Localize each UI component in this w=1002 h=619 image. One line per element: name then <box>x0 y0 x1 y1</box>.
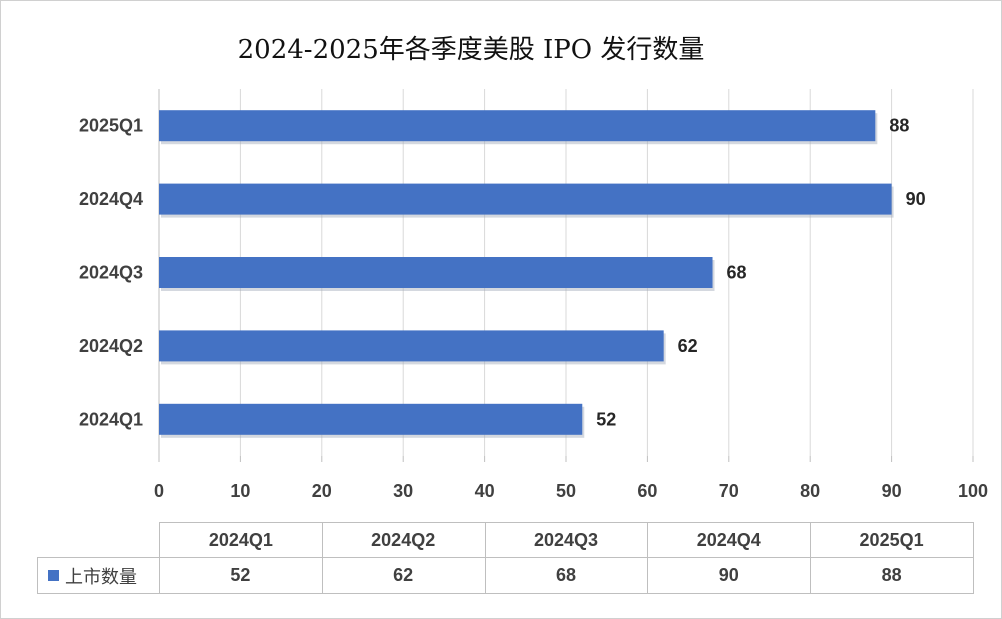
table-header-cell: 2024Q2 <box>321 522 486 558</box>
x-tick-label: 0 <box>154 481 164 501</box>
table-header-cell: 2024Q1 <box>159 522 323 558</box>
table-row-label: 上市数量 <box>37 557 160 594</box>
table-header-cell: 2025Q1 <box>810 522 974 558</box>
data-label: 88 <box>889 116 909 136</box>
table-value-cell: 62 <box>321 557 486 594</box>
data-label: 68 <box>727 263 747 283</box>
x-tick-label: 80 <box>800 481 820 501</box>
x-tick-label: 30 <box>393 481 413 501</box>
x-tick-label: 70 <box>719 481 739 501</box>
bar <box>159 257 713 288</box>
x-tick-label: 90 <box>882 481 902 501</box>
x-tick-label: 100 <box>958 481 988 501</box>
table-header-cell: 2024Q4 <box>647 522 812 558</box>
bar <box>159 183 892 215</box>
table-value-cell: 52 <box>159 557 323 594</box>
y-tick-label: 2024Q3 <box>79 263 143 283</box>
legend-label: 上市数量 <box>65 566 137 588</box>
table-value-cell: 68 <box>484 557 649 594</box>
x-tick-label: 10 <box>230 481 250 501</box>
y-tick-label: 2024Q2 <box>79 336 143 356</box>
x-tick-label: 40 <box>475 481 495 501</box>
y-tick-label: 2025Q1 <box>79 116 143 136</box>
table-value-cell: 88 <box>810 557 974 594</box>
x-tick-label: 20 <box>312 481 332 501</box>
x-tick-label: 50 <box>556 481 576 501</box>
chart-title: 2024-2025年各季度美股 IPO 发行数量 <box>237 35 705 65</box>
y-tick-label: 2024Q4 <box>79 189 143 209</box>
bar <box>159 330 664 362</box>
x-tick-label: 60 <box>637 481 657 501</box>
table-value-cell: 90 <box>647 557 812 594</box>
y-tick-label: 2024Q1 <box>79 409 143 429</box>
data-label: 62 <box>678 336 698 356</box>
bar <box>159 110 876 142</box>
data-label: 52 <box>596 409 616 429</box>
table-header-cell: 2024Q3 <box>484 522 649 558</box>
legend-key <box>48 570 59 581</box>
data-table: 2024Q1 2024Q2 2024Q3 2024Q4 2025Q1 上市数量 52 62 68… <box>37 522 974 594</box>
bar <box>159 403 583 435</box>
data-label: 90 <box>906 189 926 209</box>
